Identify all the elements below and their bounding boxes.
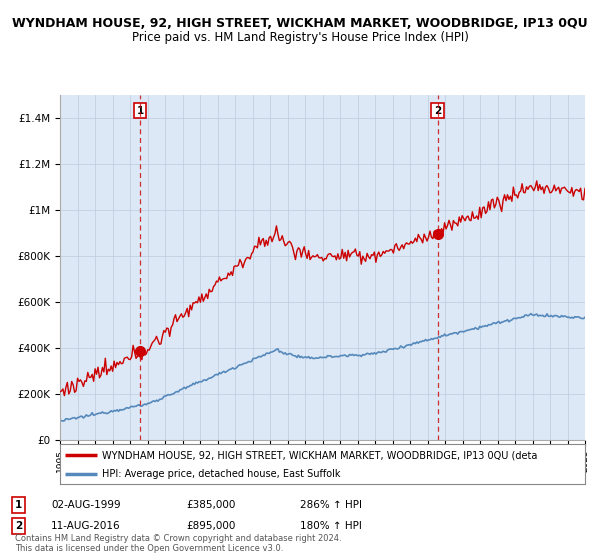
Text: HPI: Average price, detached house, East Suffolk: HPI: Average price, detached house, East… bbox=[102, 469, 341, 479]
Text: Price paid vs. HM Land Registry's House Price Index (HPI): Price paid vs. HM Land Registry's House … bbox=[131, 31, 469, 44]
Text: 180% ↑ HPI: 180% ↑ HPI bbox=[300, 521, 362, 531]
Text: 2: 2 bbox=[434, 105, 441, 115]
Text: 1: 1 bbox=[15, 500, 22, 510]
Text: 286% ↑ HPI: 286% ↑ HPI bbox=[300, 500, 362, 510]
Text: 02-AUG-1999: 02-AUG-1999 bbox=[51, 500, 121, 510]
Text: WYNDHAM HOUSE, 92, HIGH STREET, WICKHAM MARKET, WOODBRIDGE, IP13 0QU (deta: WYNDHAM HOUSE, 92, HIGH STREET, WICKHAM … bbox=[102, 450, 538, 460]
Text: £895,000: £895,000 bbox=[186, 521, 235, 531]
Text: 2: 2 bbox=[15, 521, 22, 531]
Text: 11-AUG-2016: 11-AUG-2016 bbox=[51, 521, 121, 531]
Text: 1: 1 bbox=[137, 105, 144, 115]
Text: Contains HM Land Registry data © Crown copyright and database right 2024.
This d: Contains HM Land Registry data © Crown c… bbox=[15, 534, 341, 553]
Text: £385,000: £385,000 bbox=[186, 500, 235, 510]
Text: WYNDHAM HOUSE, 92, HIGH STREET, WICKHAM MARKET, WOODBRIDGE, IP13 0QU: WYNDHAM HOUSE, 92, HIGH STREET, WICKHAM … bbox=[12, 17, 588, 30]
